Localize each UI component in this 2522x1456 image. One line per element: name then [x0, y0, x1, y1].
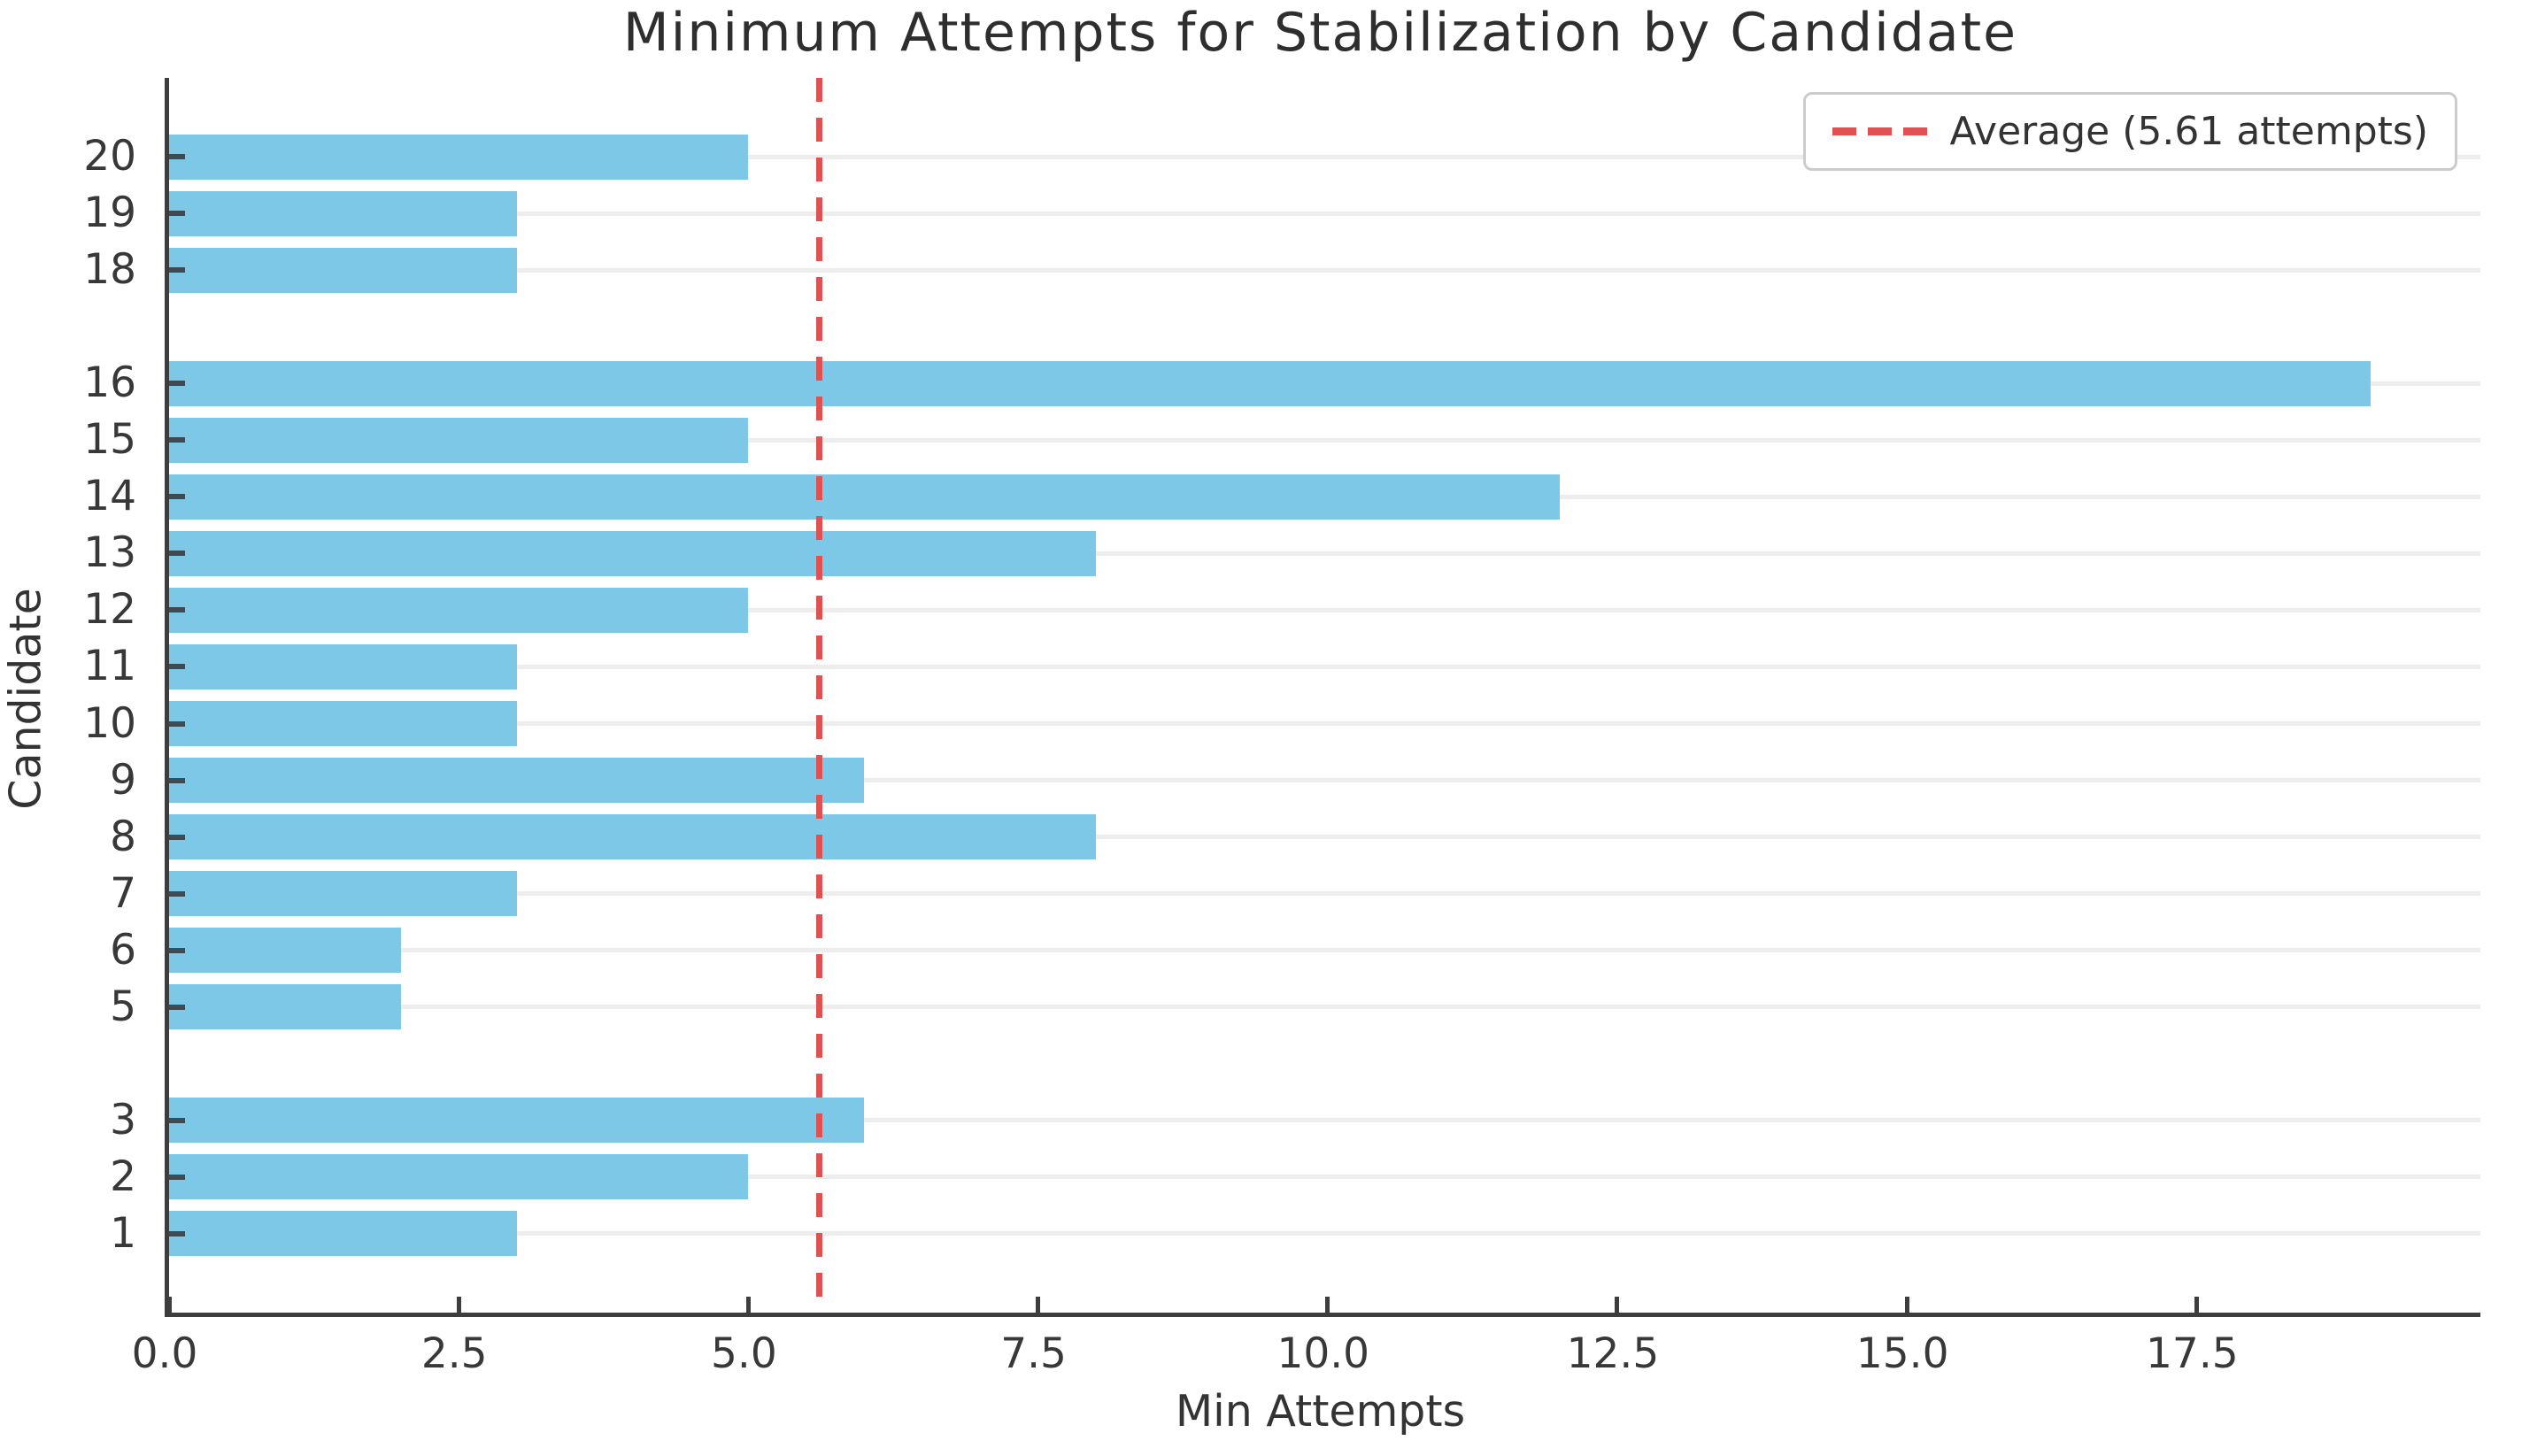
x-tick-mark-7.5: [1036, 1297, 1041, 1313]
y-tick-mark-15: [169, 437, 185, 443]
y-axis-label: Candidate: [0, 588, 51, 810]
chart-title: Minimum Attempts for Stabilization by Ca…: [622, 2, 2018, 64]
y-tick-label-6: 6: [110, 925, 136, 975]
legend-dash: [1832, 127, 1856, 135]
bar-candidate-6: [169, 928, 401, 974]
gridline-candidate-2: [169, 1175, 2480, 1180]
gridline-candidate-10: [169, 721, 2480, 727]
y-tick-mark-19: [169, 211, 185, 217]
x-tick-label-12.5: 12.5: [1566, 1329, 1660, 1378]
bar-candidate-12: [169, 587, 749, 633]
x-tick-label-10.0: 10.0: [1276, 1329, 1370, 1378]
x-tick-label-5.0: 5.0: [711, 1329, 777, 1378]
bar-candidate-19: [169, 190, 517, 236]
y-tick-mark-9: [169, 777, 185, 783]
x-tick-label-2.5: 2.5: [420, 1329, 488, 1378]
y-tick-label-3: 3: [110, 1095, 136, 1144]
gridline-candidate-7: [169, 891, 2480, 897]
y-tick-mark-6: [169, 947, 185, 953]
y-tick-label-8: 8: [110, 812, 136, 861]
x-tick-mark-5.0: [745, 1297, 751, 1313]
gridline-candidate-13: [169, 551, 2480, 556]
legend-dash: [1902, 127, 1927, 135]
y-tick-label-13: 13: [83, 528, 136, 578]
y-tick-label-11: 11: [83, 642, 136, 691]
y-tick-label-19: 19: [83, 189, 136, 238]
y-tick-mark-1: [169, 1230, 185, 1236]
y-tick-mark-3: [169, 1117, 185, 1123]
y-tick-label-2: 2: [110, 1152, 136, 1201]
x-tick-mark-2.5: [456, 1297, 461, 1313]
y-tick-mark-13: [169, 551, 185, 557]
bar-candidate-13: [169, 530, 1097, 576]
bar-candidate-18: [169, 247, 517, 293]
gridline-candidate-19: [169, 211, 2480, 216]
y-tick-mark-5: [169, 1004, 185, 1010]
x-tick-mark-17.5: [2194, 1297, 2199, 1313]
bar-candidate-1: [169, 1211, 517, 1257]
gridline-candidate-20: [169, 154, 2480, 159]
bar-candidate-2: [169, 1154, 749, 1200]
bar-candidate-3: [169, 1098, 865, 1144]
x-tick-label-7.5: 7.5: [1000, 1329, 1067, 1378]
plot-area: Average (5.61 attempts): [165, 78, 2480, 1317]
bar-candidate-7: [169, 871, 517, 917]
x-tick-label-0.0: 0.0: [131, 1329, 198, 1378]
y-tick-label-20: 20: [83, 132, 136, 181]
gridline-candidate-12: [169, 607, 2480, 612]
bar-candidate-8: [169, 814, 1097, 860]
y-tick-label-15: 15: [83, 415, 136, 465]
x-tick-mark-0.0: [166, 1297, 172, 1313]
bar-candidate-15: [169, 417, 749, 463]
gridline-candidate-8: [169, 835, 2480, 840]
legend: Average (5.61 attempts): [1802, 92, 2457, 171]
bar-candidate-14: [169, 474, 1560, 520]
bar-candidate-5: [169, 984, 401, 1030]
y-tick-mark-11: [169, 664, 185, 670]
y-tick-mark-14: [169, 494, 185, 500]
bar-candidate-16: [169, 360, 2371, 406]
bar-candidate-10: [169, 701, 517, 747]
gridline-candidate-18: [169, 267, 2480, 273]
average-reference-line: [815, 78, 822, 1313]
y-tick-label-7: 7: [110, 868, 136, 918]
x-tick-mark-12.5: [1615, 1297, 1620, 1313]
y-tick-mark-8: [169, 834, 185, 840]
gridline-candidate-15: [169, 437, 2480, 443]
gridline-candidate-1: [169, 1231, 2480, 1236]
y-tick-mark-12: [169, 607, 185, 613]
y-tick-label-1: 1: [110, 1208, 136, 1258]
x-axis-label: Min Attempts: [1175, 1386, 1466, 1437]
y-tick-mark-18: [169, 267, 185, 273]
y-tick-label-5: 5: [110, 982, 136, 1031]
y-tick-mark-10: [169, 720, 185, 727]
y-tick-label-18: 18: [83, 245, 136, 295]
gridline-candidate-11: [169, 664, 2480, 669]
x-tick-label-17.5: 17.5: [2146, 1329, 2239, 1378]
bar-candidate-9: [169, 758, 865, 804]
gridline-candidate-6: [169, 948, 2480, 953]
y-tick-label-9: 9: [110, 755, 136, 805]
x-tick-mark-10.0: [1325, 1297, 1330, 1313]
y-tick-mark-2: [169, 1174, 185, 1180]
y-tick-label-10: 10: [83, 698, 136, 748]
y-tick-label-16: 16: [83, 358, 136, 408]
gridline-candidate-9: [169, 778, 2480, 783]
x-tick-mark-15.0: [1904, 1297, 1909, 1313]
y-tick-label-14: 14: [83, 472, 136, 521]
y-tick-label-12: 12: [83, 585, 136, 635]
y-tick-mark-7: [169, 890, 185, 897]
bar-candidate-20: [169, 134, 749, 180]
gridline-candidate-3: [169, 1118, 2480, 1123]
y-tick-mark-16: [169, 381, 185, 387]
x-tick-label-15.0: 15.0: [1855, 1329, 1949, 1378]
bar-candidate-11: [169, 643, 517, 689]
y-tick-mark-20: [169, 154, 185, 160]
legend-dashed-line-swatch: [1832, 127, 1927, 135]
legend-label: Average (5.61 attempts): [1949, 109, 2428, 154]
gridline-candidate-5: [169, 1005, 2480, 1010]
legend-dash: [1867, 127, 1892, 135]
